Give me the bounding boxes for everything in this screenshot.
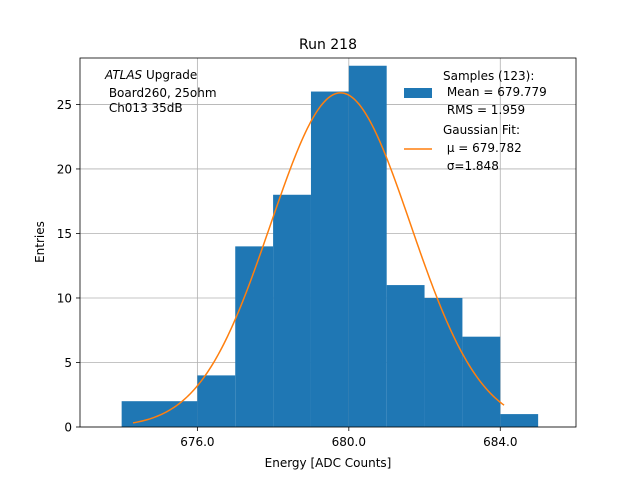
atlas-annotation-line-3: Ch013 35dB [105, 101, 183, 115]
atlas-label: ATLAS [104, 68, 143, 82]
y-tick-label: 10 [57, 291, 72, 305]
legend-samples-line-1: Samples (123): [443, 69, 534, 83]
histogram-bars [121, 65, 539, 427]
legend: Samples (123): Mean = 679.779 RMS = 1.95… [404, 69, 547, 173]
histogram-bar [386, 285, 425, 427]
y-axis-ticks: 0 5 10 15 20 25 [57, 98, 80, 435]
x-tick-label: 684.0 [483, 435, 517, 449]
legend-samples-line-3: RMS = 1.959 [443, 103, 525, 117]
histogram-bar [424, 297, 463, 427]
histogram-bar [500, 414, 539, 427]
chart-title: Run 218 [299, 37, 357, 53]
histogram-bar [197, 375, 236, 427]
legend-fit-line-1: Gaussian Fit: [443, 123, 520, 137]
histogram-bar [235, 246, 274, 427]
plot-frame [79, 57, 577, 428]
atlas-annotation-line-1: ATLAS Upgrade [104, 68, 197, 82]
legend-samples-line-2: Mean = 679.779 [443, 85, 547, 99]
gaussian-fit-curve [132, 92, 505, 424]
x-tick-label: 680.0 [332, 435, 366, 449]
histogram-bar [121, 401, 198, 427]
y-tick-label: 5 [64, 356, 72, 370]
histogram-bar [348, 65, 387, 427]
legend-fit-line-3: σ=1.848 [443, 159, 499, 173]
x-axis-label: Energy [ADC Counts] [265, 456, 392, 470]
y-tick-label: 25 [57, 98, 72, 112]
atlas-annotation-line-2: Board260, 25ohm [105, 86, 217, 100]
y-tick-label: 20 [57, 162, 72, 176]
upgrade-label: Upgrade [142, 68, 197, 82]
x-axis-ticks: 676.0 680.0 684.0 [180, 427, 517, 449]
histogram-bar [310, 91, 349, 427]
legend-samples-swatch [404, 88, 432, 98]
legend-fit-line-2: μ = 679.782 [443, 141, 522, 155]
y-tick-label: 15 [57, 227, 72, 241]
y-tick-label: 0 [64, 421, 72, 435]
y-axis-label: Entries [33, 221, 47, 263]
x-tick-label: 676.0 [180, 435, 214, 449]
histogram-bar [273, 194, 311, 427]
